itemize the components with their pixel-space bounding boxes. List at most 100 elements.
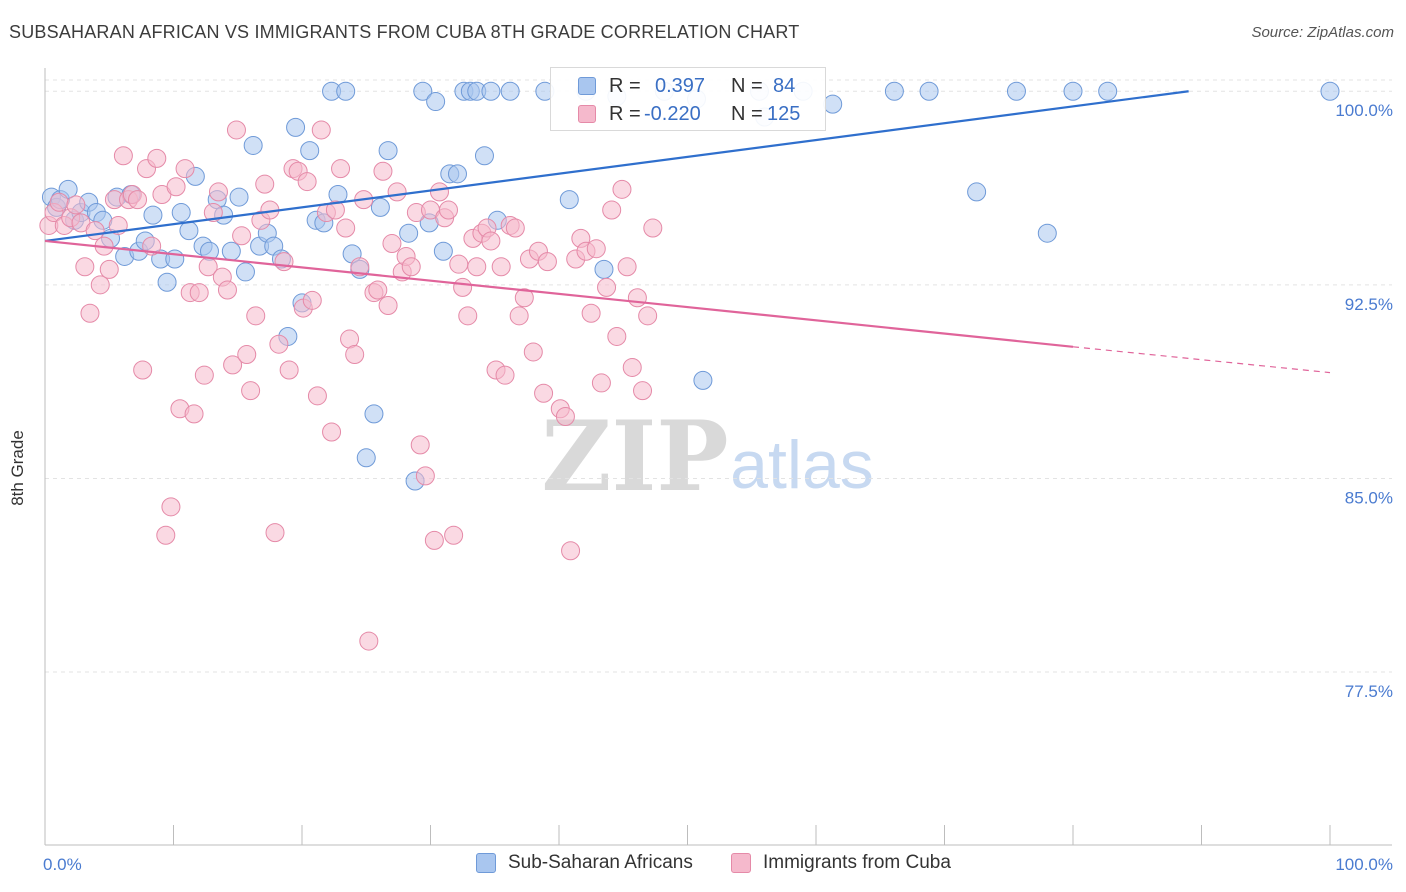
blue-point	[413, 81, 433, 101]
blue-point	[221, 241, 241, 261]
pink-point	[449, 254, 469, 274]
pink-point	[627, 288, 647, 308]
pink-point	[410, 435, 430, 455]
blue-point	[286, 117, 306, 137]
pink-trend-line	[44, 239, 1074, 348]
stats-row-pink: R = -0.220 N = 125	[551, 101, 825, 129]
blue-point	[884, 81, 904, 101]
pink-point	[555, 406, 575, 426]
pink-point	[307, 386, 327, 406]
y-tick-label: 85.0%	[1345, 488, 1393, 507]
blue-point	[559, 190, 579, 210]
chart-title: SUBSAHARAN AFRICAN VS IMMIGRANTS FROM CU…	[9, 22, 800, 42]
blue-point	[1320, 81, 1340, 101]
pink-point	[90, 275, 110, 295]
pink-point	[586, 239, 606, 259]
pink-point	[203, 203, 223, 223]
blue-point	[1006, 81, 1026, 101]
blue-point	[1098, 81, 1118, 101]
pink-point	[194, 365, 214, 385]
source-credit: Source: ZipAtlas.com	[1251, 24, 1394, 41]
pink-point	[638, 306, 658, 326]
pink-point	[561, 541, 581, 561]
pink-point	[279, 360, 299, 380]
r-value: 0.397	[655, 75, 706, 97]
pink-point	[302, 290, 322, 310]
blue-point	[243, 135, 263, 155]
stats-legend: R = 0.397 N = 84 R = -0.220 N = 125	[550, 67, 826, 131]
y-tick-label: 100.0%	[1335, 101, 1393, 120]
pink-point	[99, 259, 119, 279]
pink-point	[208, 182, 228, 202]
blue-point	[1037, 223, 1057, 243]
pink-point	[597, 277, 617, 297]
pink-point	[438, 200, 458, 220]
pink-point	[458, 306, 478, 326]
pink-point	[311, 120, 331, 140]
pink-point	[514, 288, 534, 308]
blue-point	[336, 81, 356, 101]
pink-point	[322, 422, 342, 442]
r-value: -0.220	[644, 103, 701, 125]
pink-point	[382, 234, 402, 254]
pink-point	[246, 306, 266, 326]
blue-point	[399, 223, 419, 243]
blue-point	[447, 164, 467, 184]
pink-point	[223, 355, 243, 375]
pink-point	[80, 303, 100, 323]
pink-point	[373, 161, 393, 181]
pink-point	[622, 357, 642, 377]
blue-point	[179, 221, 199, 241]
pink-point	[581, 303, 601, 323]
pink-point	[534, 383, 554, 403]
n-value: 125	[767, 103, 801, 125]
pink-point	[331, 159, 351, 179]
pink-point	[175, 159, 195, 179]
pink-point	[241, 381, 261, 401]
pink-point	[491, 257, 511, 277]
y-tick-label: 92.5%	[1345, 295, 1393, 314]
blue-point	[171, 203, 191, 223]
pink-point	[368, 280, 388, 300]
r-label: R =	[609, 75, 641, 97]
pink-point	[444, 525, 464, 545]
pink-point	[226, 120, 246, 140]
pink-point	[269, 334, 289, 354]
n-label: N =	[731, 103, 763, 125]
pink-point	[49, 192, 69, 212]
blue-point	[481, 81, 501, 101]
pink-point	[401, 257, 421, 277]
pink-point	[602, 200, 622, 220]
pink-point	[133, 360, 153, 380]
blue-point	[229, 187, 249, 207]
n-label: N =	[731, 75, 763, 97]
pink-swatch	[731, 853, 751, 873]
blue-point	[500, 81, 520, 101]
blue-point	[157, 272, 177, 292]
pink-point	[237, 345, 257, 365]
blue-point	[370, 197, 390, 217]
pink-point	[184, 404, 204, 424]
pink-point	[147, 148, 167, 168]
pink-point	[387, 182, 407, 202]
blue-point	[356, 448, 376, 468]
pink-swatch	[578, 105, 596, 123]
pink-point	[75, 257, 95, 277]
legend-label: Immigrants from Cuba	[763, 852, 951, 873]
pink-point	[523, 342, 543, 362]
x-tick-label: 0.0%	[43, 855, 82, 874]
pink-point	[617, 257, 637, 277]
pink-point	[537, 252, 557, 272]
blue-swatch	[578, 77, 596, 95]
r-label: R =	[609, 103, 641, 125]
pink-point	[509, 306, 529, 326]
pink-point	[85, 221, 105, 241]
pink-point	[481, 231, 501, 251]
pink-point	[274, 252, 294, 272]
legend-label: Sub-Saharan Africans	[508, 852, 693, 873]
pink-point	[113, 146, 133, 166]
pink-point	[415, 466, 435, 486]
pink-point	[467, 257, 487, 277]
pink-point	[495, 365, 515, 385]
